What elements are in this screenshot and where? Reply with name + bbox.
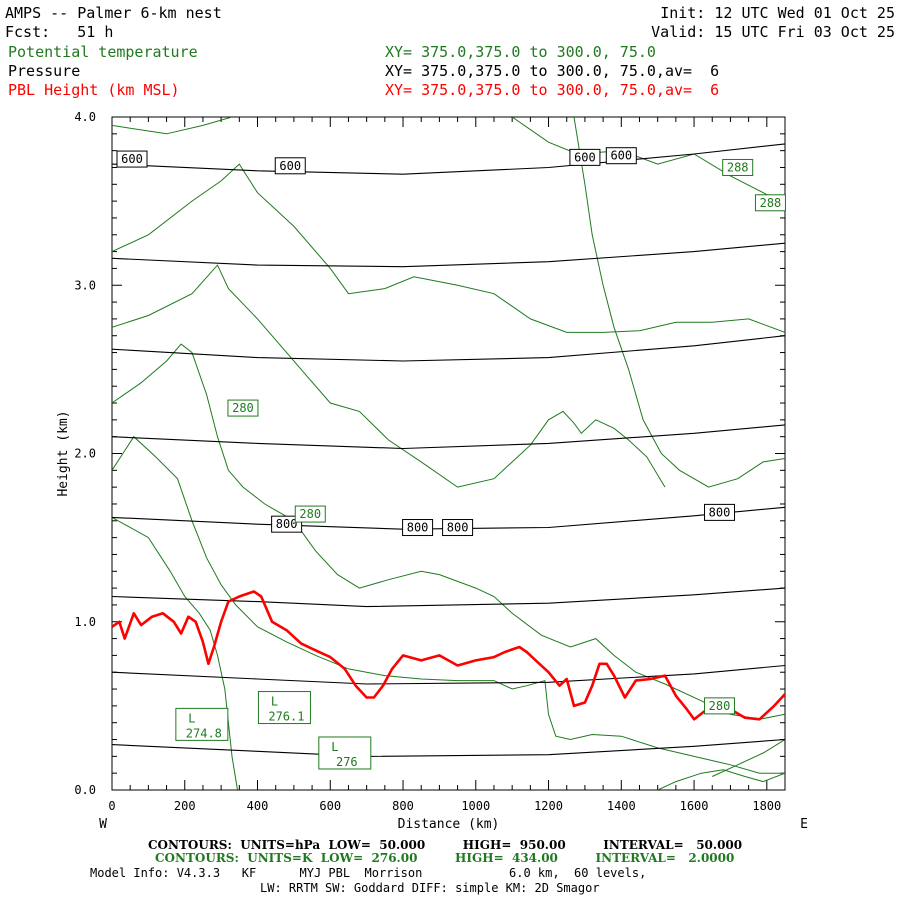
theta-low-center-marker: L [331, 740, 338, 754]
theta-contour-line [112, 516, 238, 790]
pressure-contour-label-box [402, 519, 434, 537]
pressure-contour-line [112, 587, 785, 608]
theta-contour-line [112, 163, 785, 333]
pressure-contour-line [112, 664, 785, 685]
pressure-contour-label: 600 [121, 152, 143, 166]
theta-contours [112, 117, 785, 790]
theta-low-center-box [318, 736, 372, 770]
theta-contour-label-box [294, 505, 326, 523]
x-tick-label: 1200 [534, 799, 563, 813]
model-info-physics: LW: RRTM SW: Goddard DIFF: simple KM: 2D… [260, 881, 600, 895]
y-tick-label: 0.0 [74, 783, 96, 797]
pressure-contour-line [112, 738, 785, 757]
theta-low-center-value: 274.8 [186, 726, 222, 740]
theta-contour-label-box [227, 399, 259, 417]
theta-low-center-marker: L [271, 695, 278, 709]
y-axis-label: Height (km) [56, 410, 71, 496]
x-tick-label: 800 [392, 799, 414, 813]
chart-title: AMPS -- Palmer 6-km nest [5, 4, 222, 22]
pressure-contour-label-box [605, 147, 637, 165]
pressure-contour-label-box [442, 519, 474, 537]
theta-contour-line [112, 343, 785, 720]
pressure-contour-label: 800 [709, 505, 731, 519]
theta-contour-label-box [722, 158, 754, 176]
field-theta-xy: XY= 375.0,375.0 to 300.0, 75.0 [385, 43, 656, 61]
theta-low-center-box [175, 707, 229, 741]
field-pbl-name: PBL Height (km MSL) [8, 81, 180, 99]
x-tick-label: 600 [319, 799, 341, 813]
theta-contour-line [112, 435, 785, 774]
pressure-contour-label-box [704, 503, 736, 521]
pressure-contour-label-box [271, 515, 303, 533]
x-tick-label: 400 [247, 799, 269, 813]
field-theta-name: Potential temperature [8, 43, 198, 61]
x-end-label-west: W [99, 817, 107, 832]
forecast-hour: Fcst: 51 h [5, 23, 114, 41]
theta-contour-label: 280 [299, 507, 321, 521]
field-pbl-xy: XY= 375.0,375.0 to 300.0, 75.0,av= 6 [385, 81, 720, 99]
pressure-contours [112, 143, 785, 757]
theta-low-center-box [257, 691, 311, 725]
theta-contour-label: 280 [709, 699, 731, 713]
pressure-contour-label: 800 [407, 521, 429, 535]
contours-theta-info: CONTOURS: UNITS=K LOW= 276.00 HIGH= 434.… [155, 851, 735, 865]
pressure-contour-line [112, 424, 785, 450]
y-tick-label: 3.0 [74, 278, 96, 292]
valid-time: Valid: 15 UTC Fri 03 Oct 25 [651, 23, 895, 41]
contours-pressure-info: CONTOURS: UNITS=hPa LOW= 50.000 HIGH= 95… [148, 838, 743, 852]
theta-contour-line [511, 117, 785, 205]
theta-contour-line [112, 264, 666, 488]
pressure-contour-label: 600 [610, 149, 632, 163]
theta-contour-label-box [754, 194, 786, 212]
theta-low-center-value: 276.1 [268, 710, 304, 724]
y-tick-label: 2.0 [74, 447, 96, 461]
x-tick-label: 1000 [461, 799, 490, 813]
x-tick-label: 1600 [680, 799, 709, 813]
x-tick-label: 200 [174, 799, 196, 813]
theta-low-center-marker: L [188, 711, 195, 725]
pressure-contour-label: 600 [279, 159, 301, 173]
plot-frame [111, 116, 786, 791]
init-time: Init: 12 UTC Wed 01 Oct 25 [660, 4, 895, 22]
theta-contour-line [573, 117, 785, 488]
theta-contour-line [657, 769, 785, 790]
x-end-label-east: E [800, 817, 808, 832]
pressure-contour-line [112, 335, 785, 362]
pressure-contour-line [112, 143, 785, 175]
theta-low-center-value: 276 [336, 755, 358, 769]
x-tick-label: 1800 [752, 799, 781, 813]
theta-contour-label: 288 [727, 160, 749, 174]
pressure-contour-label-box [116, 150, 148, 168]
y-tick-label: 1.0 [74, 615, 96, 629]
field-pressure-xy: XY= 375.0,375.0 to 300.0, 75.0,av= 6 [385, 62, 720, 80]
theta-contour-line [112, 117, 233, 135]
pressure-contour-label-box [569, 148, 601, 166]
y-tick-label: 4.0 [74, 110, 96, 124]
model-info: Model Info: V4.3.3 KF MYJ PBL Morrison 6… [90, 866, 647, 880]
pbl-height-line [112, 590, 785, 721]
theta-contour-label: 280 [232, 401, 254, 415]
pressure-contour-label: 800 [276, 517, 298, 531]
theta-contour-line [711, 739, 785, 777]
x-tick-label: 1400 [607, 799, 636, 813]
theta-contour-label-box [704, 697, 736, 715]
pressure-contour-label: 800 [447, 521, 469, 535]
x-tick-label: 0 [108, 799, 115, 813]
pressure-contour-line [112, 242, 785, 268]
theta-contour-label: 288 [760, 196, 782, 210]
pressure-contour-label: 600 [574, 150, 596, 164]
pressure-contour-label-box [274, 157, 306, 175]
x-axis-label: Distance (km) [398, 817, 500, 832]
field-pressure-name: Pressure [8, 62, 81, 80]
